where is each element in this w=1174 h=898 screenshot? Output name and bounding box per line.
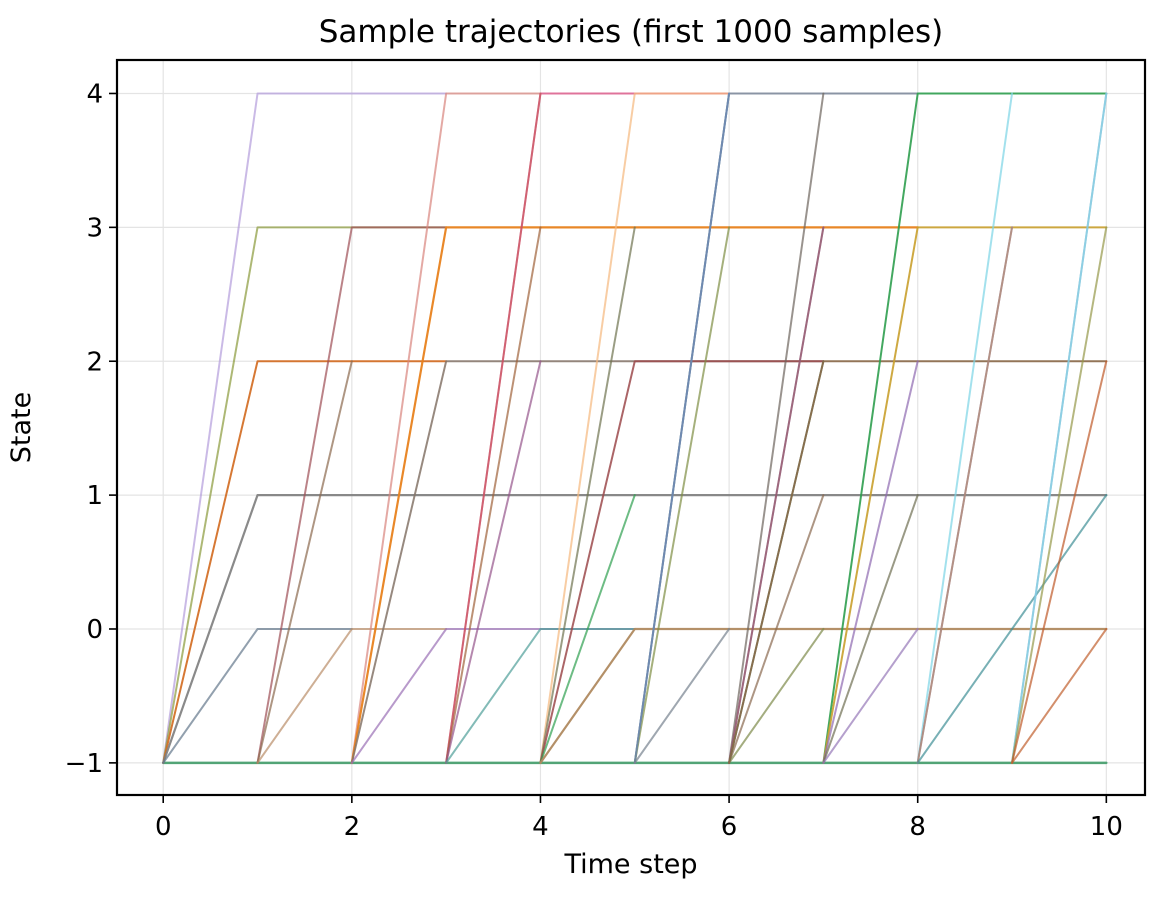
trajectory-line: [256, 627, 448, 764]
trajectory-line: [916, 226, 1014, 764]
trajectory-line: [162, 92, 448, 764]
x-tick-label: 10: [1090, 812, 1123, 842]
trajectory-line: [916, 494, 1108, 764]
trajectory-line: [445, 226, 542, 764]
trajectory-line: [445, 360, 542, 764]
trajectory-line: [728, 360, 1108, 764]
trajectory-line: [539, 494, 636, 764]
x-axis: 0 2 4 6 8 10: [155, 795, 1123, 842]
x-tick-label: 0: [155, 812, 172, 842]
y-tick-label: 3: [86, 213, 103, 243]
trajectory-line: [1011, 360, 1108, 764]
trajectory-line: [539, 92, 731, 764]
y-tick-label: 4: [86, 80, 103, 110]
trajectory-line: [822, 627, 919, 764]
x-tick-label: 8: [909, 812, 926, 842]
trajectory-lines: [162, 92, 1108, 765]
trajectory-line: [822, 494, 919, 764]
y-axis: −1 0 1 2 3 4: [65, 80, 117, 779]
trajectory-line: [728, 226, 825, 764]
trajectory-line: [728, 494, 825, 764]
trajectory-line: [633, 627, 731, 764]
trajectory-line: [256, 360, 353, 764]
y-tick-label: 0: [86, 615, 103, 645]
trajectory-line: [539, 360, 825, 764]
trajectory-line: [1011, 226, 1108, 764]
x-tick-label: 2: [344, 812, 361, 842]
trajectory-line: [256, 226, 448, 764]
trajectory-line: [822, 92, 1108, 764]
y-tick-label: 2: [86, 347, 103, 377]
trajectory-line: [162, 627, 353, 764]
trajectory-line: [539, 627, 1108, 764]
y-axis-label: State: [6, 392, 37, 463]
trajectory-line: [445, 92, 542, 764]
trajectory-line: [1011, 627, 1108, 764]
trajectory-line: [445, 627, 636, 764]
axes-spines: [115, 58, 1147, 797]
trajectory-line: [728, 627, 825, 764]
trajectory-line: [350, 226, 919, 764]
trajectory-line: [633, 92, 731, 764]
y-tick-label: 1: [86, 481, 103, 511]
trajectory-line: [1011, 92, 1108, 764]
trajectory-line: [822, 360, 919, 764]
x-tick-label: 6: [721, 812, 738, 842]
x-tick-label: 4: [532, 812, 549, 842]
chart-title: Sample trajectories (first 1000 samples): [319, 14, 944, 50]
trajectory-line: [728, 92, 825, 764]
trajectory-line: [822, 226, 1108, 764]
trajectory-line: [539, 226, 636, 764]
trajectory-line: [633, 226, 731, 764]
trajectory-line: [916, 92, 1014, 764]
x-axis-label: Time step: [563, 849, 697, 880]
trajectory-line: [162, 360, 448, 764]
y-tick-label: −1: [65, 749, 103, 779]
